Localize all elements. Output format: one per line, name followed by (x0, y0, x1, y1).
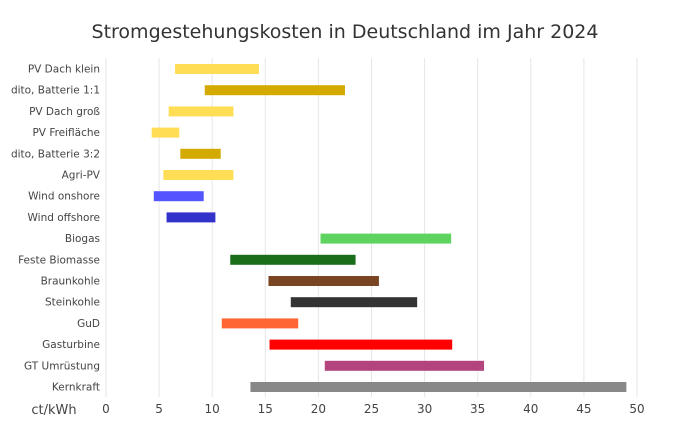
x-tick-label: 40 (523, 402, 538, 416)
category-label: Kernkraft (52, 382, 100, 394)
bar-pv-freifläche (151, 127, 180, 138)
x-tick-label: 20 (311, 402, 326, 416)
category-label: Wind offshore (28, 212, 100, 224)
category-label: Steinkohle (45, 297, 100, 309)
bar-pv-dach-klein (175, 64, 259, 74)
bar-agri-pv (163, 170, 234, 180)
bar-biogas (320, 233, 452, 244)
category-label: dito, Batterie 1:1 (11, 85, 100, 97)
bars (151, 64, 627, 392)
category-label: GT Umrüstung (24, 360, 100, 372)
x-axis-unit-label: ct/kWh (31, 403, 76, 418)
bar-kernkraft (250, 382, 627, 392)
x-tick-label: 30 (417, 402, 432, 416)
bar-feste-biomasse (230, 254, 356, 265)
category-label: Gasturbine (42, 339, 100, 351)
bar-pv-dach-groß (168, 106, 234, 117)
bar-braunkohle (268, 276, 379, 286)
category-label: Agri-PV (62, 170, 101, 182)
category-label: Biogas (65, 233, 100, 245)
x-axis-ticks: 0 5 10 15 20 25 30 35 40 45 50 (102, 402, 644, 416)
category-label: Feste Biomasse (18, 254, 100, 266)
x-tick-label: 35 (470, 402, 485, 416)
bar-wind-onshore (153, 191, 204, 202)
bar-gud (221, 318, 299, 329)
category-labels: PV Dach klein dito, Batterie 1:1 PV Dach g… (11, 64, 101, 394)
x-tick-label: 5 (155, 402, 163, 416)
category-label: PV Freifläche (32, 127, 100, 139)
category-label: dito, Batterie 3:2 (11, 148, 100, 160)
bar-wind-offshore (166, 212, 216, 223)
category-label: GuD (77, 318, 100, 330)
x-tick-label: 10 (205, 402, 220, 416)
category-label: Wind onshore (28, 191, 100, 203)
bar-gasturbine (269, 339, 453, 350)
x-tick-label: 0 (102, 402, 110, 416)
x-tick-label: 50 (629, 402, 644, 416)
bar-dito-batterie-3-2 (180, 148, 221, 159)
x-tick-label: 45 (576, 402, 591, 416)
category-label: PV Dach klein (28, 64, 100, 76)
category-label: Braunkohle (41, 276, 100, 288)
x-tick-label: 25 (364, 402, 379, 416)
x-tick-label: 15 (258, 402, 273, 416)
chart-title: Stromgestehungskosten in Deutschland im … (92, 21, 599, 43)
bar-steinkohle (290, 297, 418, 308)
bar-gt-umrüstung (324, 360, 485, 371)
bar-dito-batterie-1-1 (204, 85, 345, 96)
category-label: PV Dach groß (29, 106, 100, 118)
